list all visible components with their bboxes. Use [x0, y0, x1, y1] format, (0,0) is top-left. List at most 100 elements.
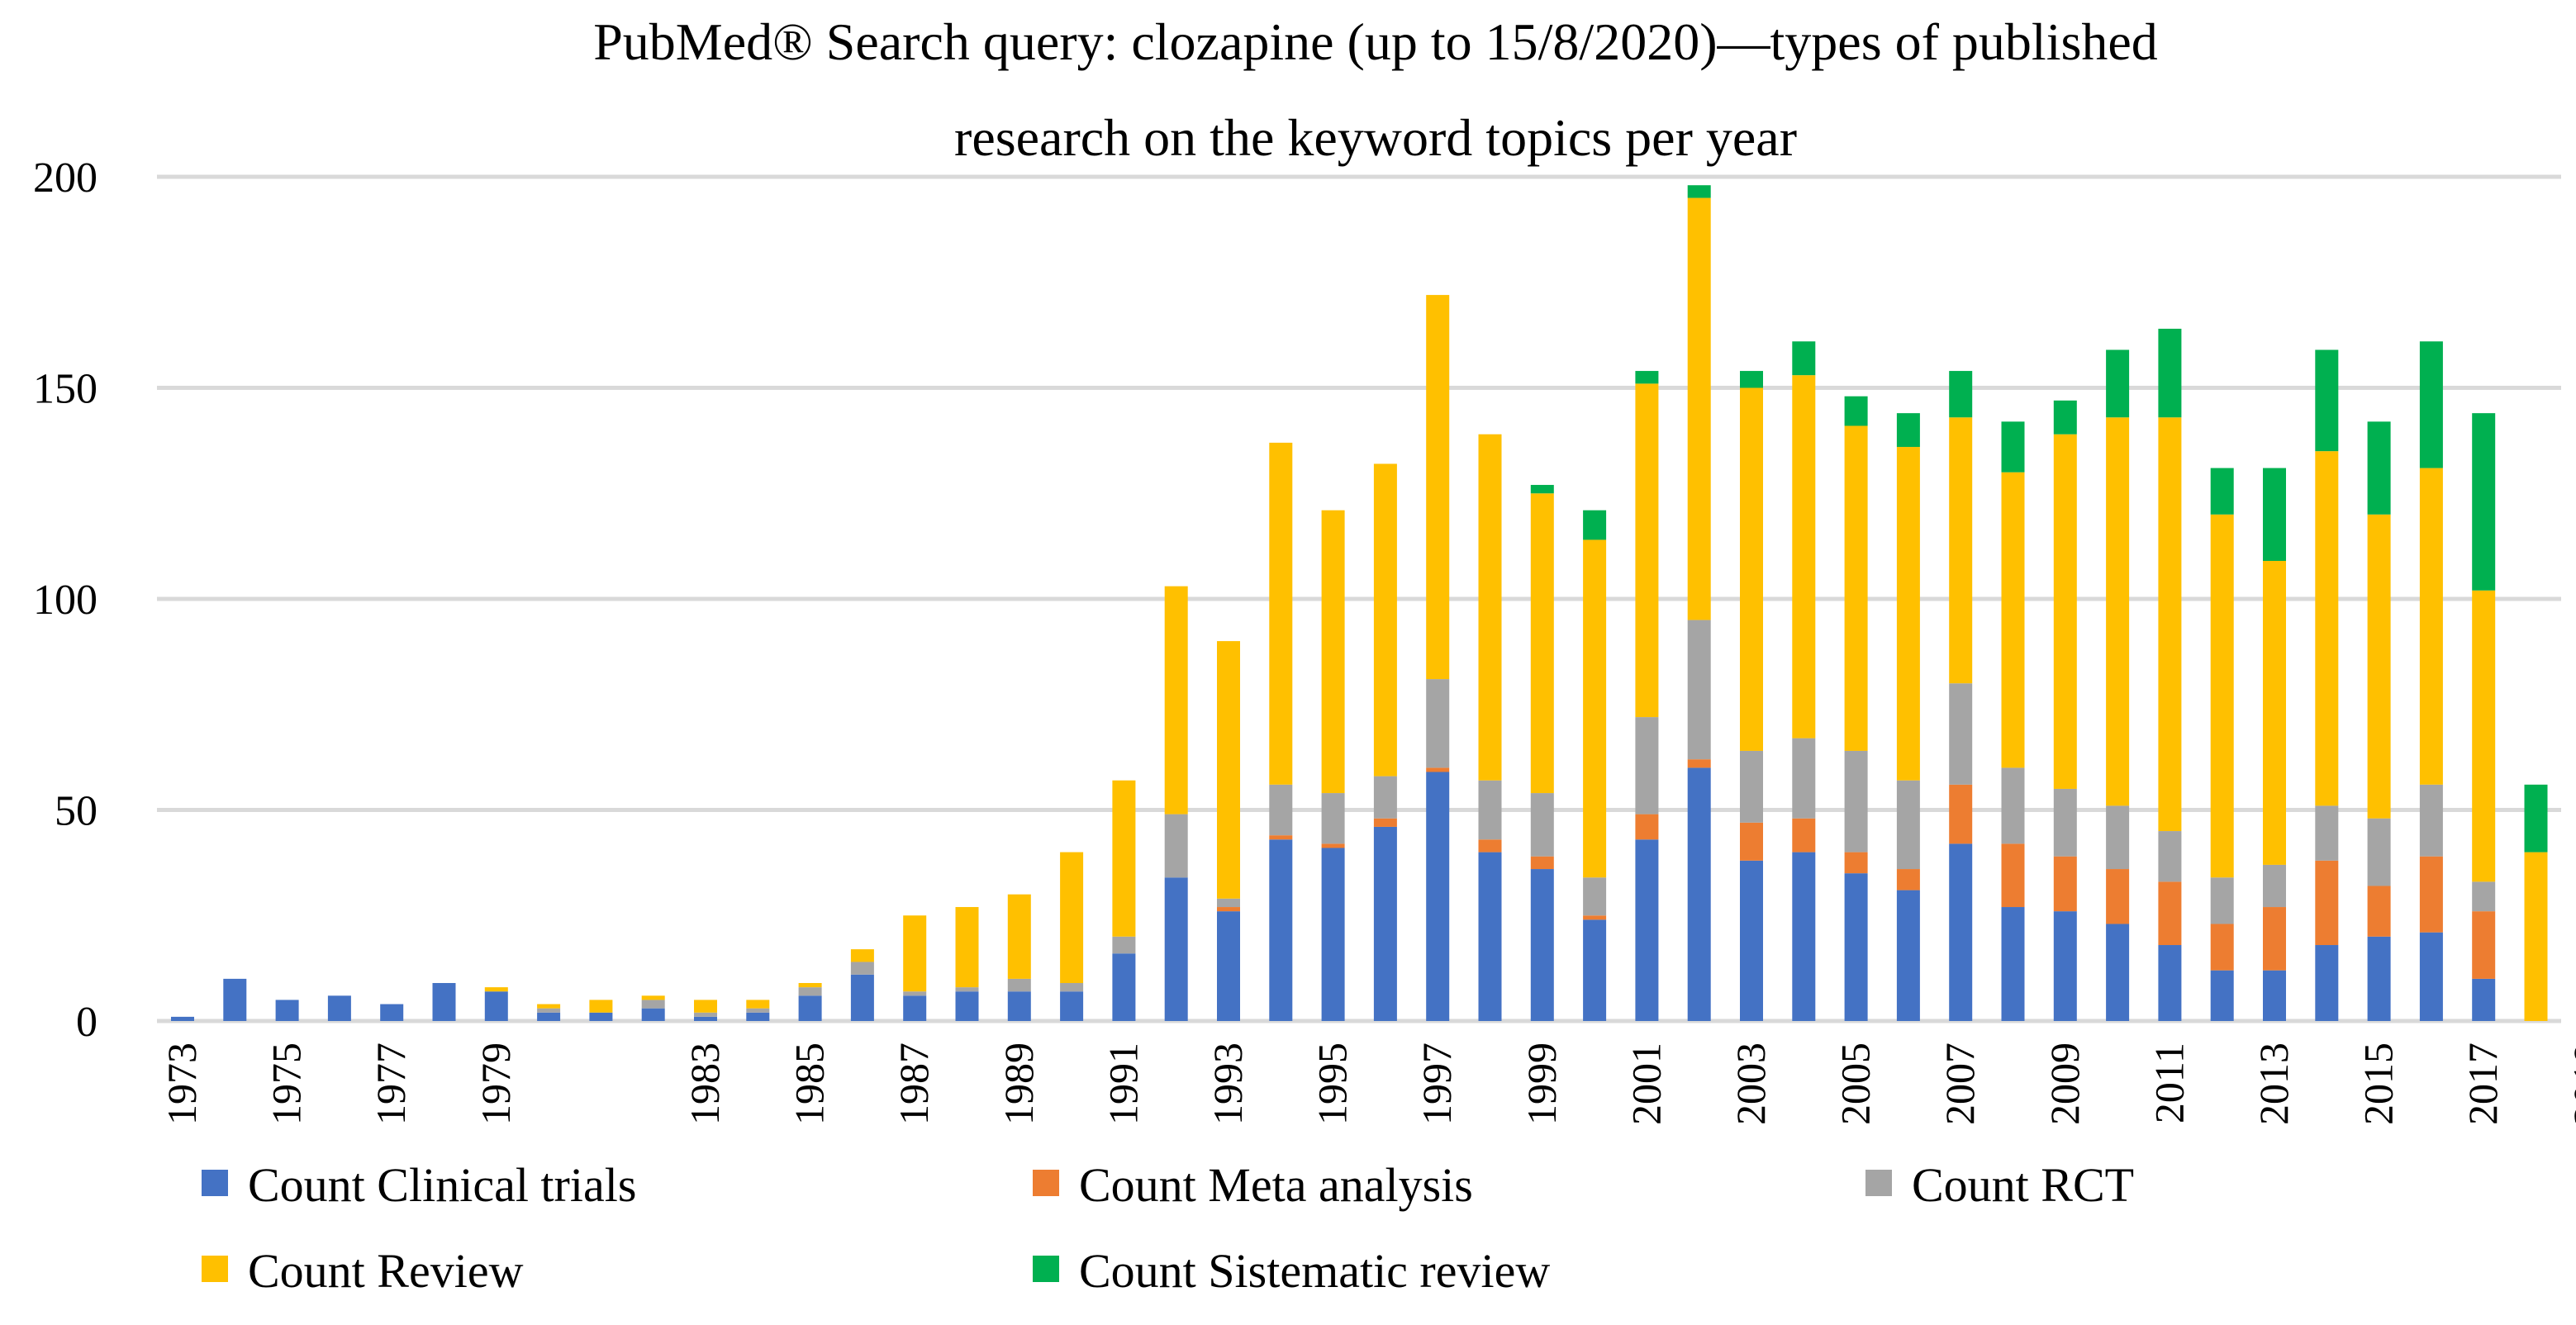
- bar-segment: [1740, 750, 1763, 823]
- bar-segment: [2315, 945, 2339, 1021]
- bar-segment: [1635, 839, 1659, 1021]
- legend-item: Count Meta analysis: [1033, 1158, 1473, 1212]
- bar-segment: [955, 991, 979, 1021]
- legend-swatch: [1033, 1256, 1059, 1282]
- bar-segment: [2472, 881, 2496, 912]
- bar-segment: [2472, 413, 2496, 591]
- bar-segment: [1687, 197, 1711, 620]
- bar-segment: [1373, 776, 1397, 819]
- bar-segment: [1426, 295, 1450, 680]
- bar-segment: [484, 991, 508, 1021]
- bar-segment: [223, 978, 247, 1021]
- x-tick-label: 2013: [2250, 1042, 2297, 1125]
- x-tick-label: 1979: [473, 1042, 519, 1125]
- bar-segment: [1792, 818, 1816, 852]
- bar-segment: [903, 991, 927, 996]
- bar-segment: [1949, 784, 1973, 844]
- bar-segment: [1269, 784, 1293, 836]
- bar-segment: [2106, 417, 2130, 806]
- bar-segment: [1583, 539, 1607, 878]
- bar-segment: [1583, 510, 1607, 540]
- bar-segment: [1060, 852, 1084, 984]
- bar-segment: [1007, 991, 1031, 1021]
- bar-segment: [1164, 586, 1188, 814]
- bar-segment: [1269, 835, 1293, 840]
- bar-segment: [2158, 881, 2182, 946]
- bar-segment: [2263, 970, 2286, 1021]
- bar-segment: [798, 987, 822, 996]
- bar-segment: [1687, 767, 1711, 1021]
- y-tick-label: 200: [33, 154, 97, 202]
- x-tick-label: 2001: [1623, 1042, 1669, 1125]
- bar-segment: [2263, 864, 2286, 908]
- bar-segment: [1269, 442, 1293, 785]
- bar-segment: [1217, 641, 1240, 899]
- bar-segment: [903, 915, 927, 992]
- bar-segment: [537, 1008, 561, 1013]
- legend-label: Count Clinical trials: [248, 1158, 636, 1212]
- bar-segment: [2001, 907, 2025, 1021]
- x-tick-label: 1983: [682, 1042, 728, 1125]
- x-tick-label: 2003: [1728, 1042, 1774, 1125]
- legend-swatch: [1033, 1170, 1059, 1196]
- bar-segment: [2315, 805, 2339, 861]
- bar-segment: [2419, 468, 2443, 785]
- bar-segment: [1792, 738, 1816, 819]
- x-tick-label: 1999: [1519, 1042, 1565, 1125]
- bar-segment: [1949, 371, 1973, 418]
- bar-segment: [2419, 856, 2443, 933]
- bar-segment: [589, 1000, 613, 1013]
- bar-segment: [2106, 924, 2130, 1021]
- bar-segment: [1530, 493, 1554, 794]
- bar-segment: [1844, 852, 1868, 874]
- bar-segment: [1583, 915, 1607, 920]
- bar-segment: [1687, 620, 1711, 760]
- bar-segment: [798, 983, 822, 988]
- legend-swatch: [202, 1256, 228, 1282]
- bar-segment: [2158, 328, 2182, 418]
- bar-segment: [1112, 953, 1136, 1021]
- bar-segment: [2053, 434, 2077, 789]
- bar-segment: [1530, 485, 1554, 494]
- bar-segment: [2001, 472, 2025, 768]
- legend-item: Count RCT: [1865, 1158, 2134, 1212]
- bar-segment: [171, 1016, 194, 1021]
- legend-item: Count Clinical trials: [202, 1158, 636, 1212]
- x-tick-label: 2007: [1937, 1042, 1983, 1125]
- bar-segment: [1896, 869, 1920, 890]
- bar-segment: [1321, 793, 1345, 844]
- bar-segment: [694, 1012, 717, 1017]
- x-tick-label: 2009: [2041, 1042, 2088, 1125]
- bar-segment: [1530, 856, 1554, 870]
- bar-segment: [2419, 932, 2443, 1021]
- bar-segment: [275, 1000, 299, 1021]
- x-tick-label: 1975: [264, 1042, 310, 1125]
- bar-segment: [589, 1012, 613, 1021]
- bar-segment: [1321, 848, 1345, 1021]
- legend-swatch: [1865, 1170, 1892, 1196]
- bar-segment: [1321, 843, 1345, 848]
- bar-segment: [2367, 514, 2391, 819]
- y-tick-label: 150: [33, 366, 97, 413]
- bar-segment: [1949, 843, 1973, 1021]
- bar-segment: [1740, 860, 1763, 1021]
- bar-segment: [955, 907, 979, 988]
- bar-segment: [746, 1000, 770, 1009]
- y-tick-label: 100: [33, 577, 97, 624]
- bar-segment: [1896, 413, 1920, 448]
- bar-segment: [2053, 856, 2077, 912]
- bar-segment: [1896, 890, 1920, 1021]
- chart-title-line-2: research on the keyword topics per year: [954, 108, 1797, 167]
- legend-item: Count Sistematic review: [1033, 1244, 1550, 1298]
- bar-segment: [2210, 970, 2234, 1021]
- bar-segment: [1687, 185, 1711, 198]
- x-tick-label: 1989: [996, 1042, 1042, 1125]
- bar-segment: [1060, 991, 1084, 1021]
- bar-segment: [746, 1012, 770, 1021]
- bar-segment: [2367, 936, 2391, 1021]
- bar-segment: [1844, 425, 1868, 751]
- bar-segment: [2524, 852, 2548, 1021]
- bar-segment: [1373, 818, 1397, 827]
- bar-segment: [484, 987, 508, 992]
- bar-segment: [2210, 924, 2234, 971]
